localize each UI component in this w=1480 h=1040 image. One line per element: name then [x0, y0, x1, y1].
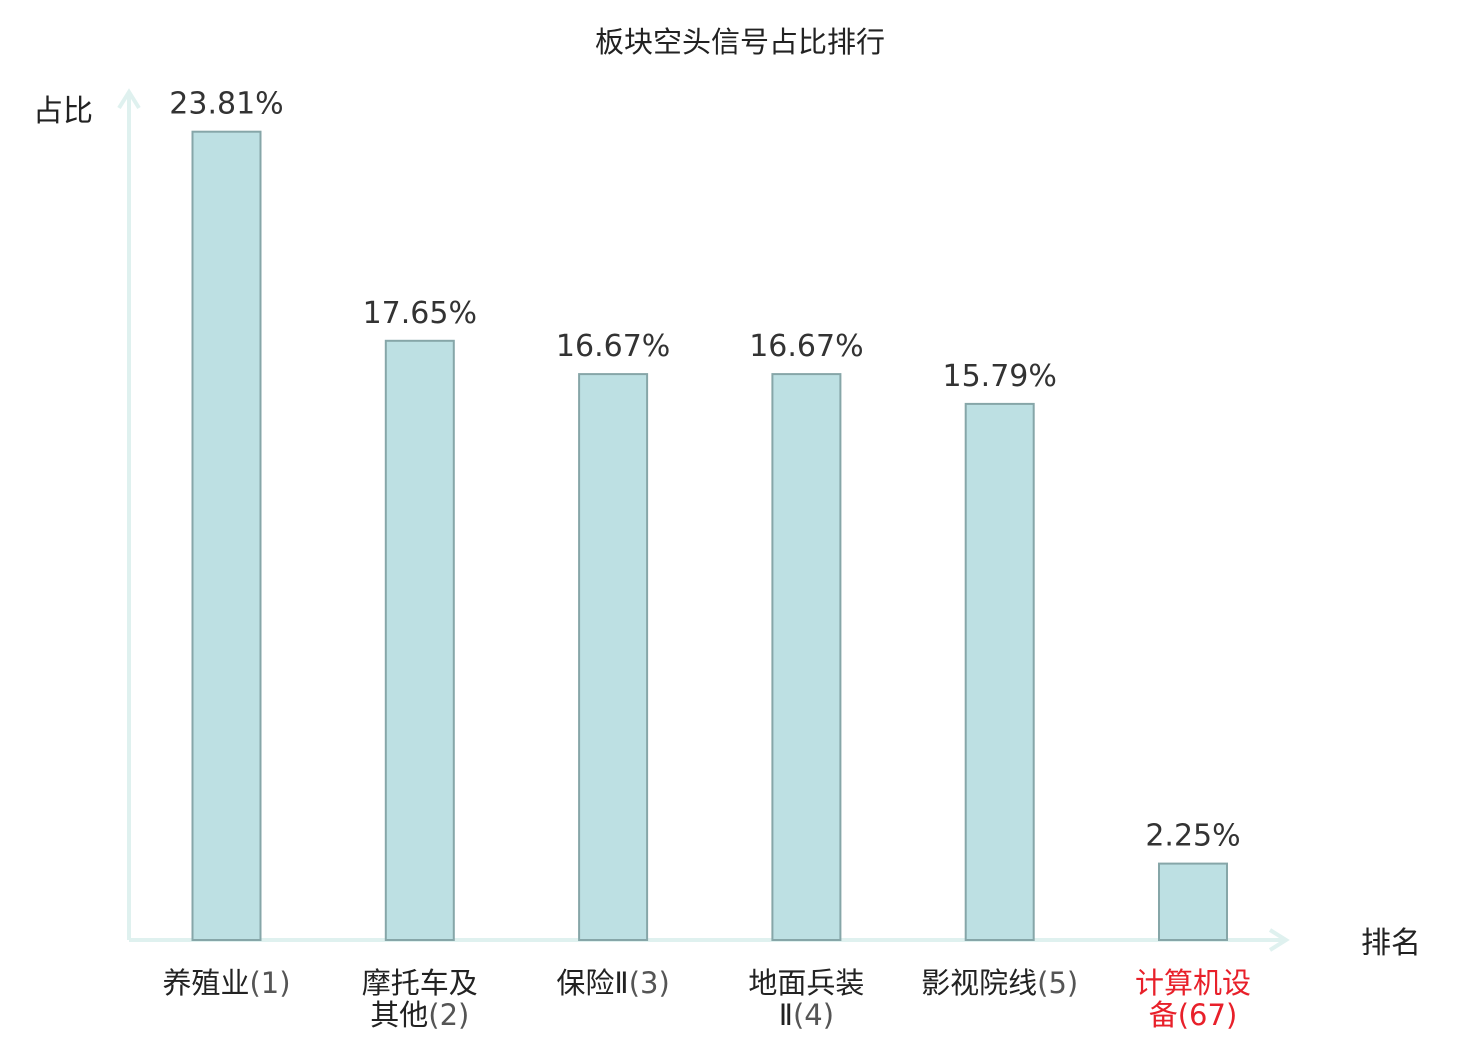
- bars-group: [191, 130, 1228, 942]
- bar: [384, 339, 455, 941]
- bar: [1158, 862, 1228, 941]
- bar-value-label: 2.25%: [1145, 819, 1240, 854]
- bar-value-label: 15.79%: [943, 359, 1057, 394]
- value-labels-group: 23.81% 17.65% 16.67% 16.67% 15.79% 2.25%: [169, 87, 1240, 854]
- chart-title: 板块空头信号占比排行: [595, 25, 885, 59]
- x-axis-label: 排名: [1361, 926, 1421, 961]
- category-name: 地面兵装: [748, 966, 864, 1000]
- bar: [578, 373, 649, 942]
- y-axis-arrow: [117, 88, 141, 110]
- category-rank: (67): [1178, 998, 1238, 1032]
- category-label: 备(67): [1149, 998, 1238, 1032]
- category-name: 摩托车及: [362, 966, 478, 1000]
- category-name: 影视院线: [921, 966, 1037, 1000]
- category-label: 影视院线(5): [921, 966, 1078, 1000]
- category-name: 其他: [370, 998, 428, 1032]
- category-name: 保险Ⅱ: [556, 966, 628, 1000]
- category-rank: (3): [629, 966, 670, 1000]
- category-label: Ⅱ(4): [779, 998, 834, 1032]
- category-label: 其他(2): [370, 998, 469, 1032]
- y-axis-label: 占比: [33, 94, 93, 129]
- category-rank: (2): [428, 998, 469, 1032]
- bar-value-label: 16.67%: [749, 329, 863, 364]
- category-rank: (5): [1037, 966, 1078, 1000]
- category-name: 备: [1149, 998, 1178, 1032]
- bar: [771, 373, 842, 942]
- category-name: 养殖业: [162, 966, 249, 1000]
- category-label: 养殖业(1): [162, 966, 290, 1000]
- bar: [964, 402, 1035, 941]
- bar-value-label: 16.67%: [556, 329, 670, 364]
- bar-value-label: 23.81%: [169, 87, 283, 122]
- category-label: 摩托车及: [362, 966, 478, 1000]
- bar: [191, 130, 262, 941]
- category-label: 保险Ⅱ(3): [556, 966, 669, 1000]
- category-rank: (1): [249, 966, 290, 1000]
- axes: [117, 88, 1290, 952]
- category-name: 计算机设: [1135, 966, 1251, 1000]
- category-rank: (4): [793, 998, 834, 1032]
- x-axis-arrow: [1268, 928, 1290, 952]
- category-name: Ⅱ: [779, 998, 793, 1032]
- category-label: 地面兵装: [748, 966, 864, 1000]
- bar-value-label: 17.65%: [363, 296, 477, 331]
- category-label: 计算机设: [1135, 966, 1251, 1000]
